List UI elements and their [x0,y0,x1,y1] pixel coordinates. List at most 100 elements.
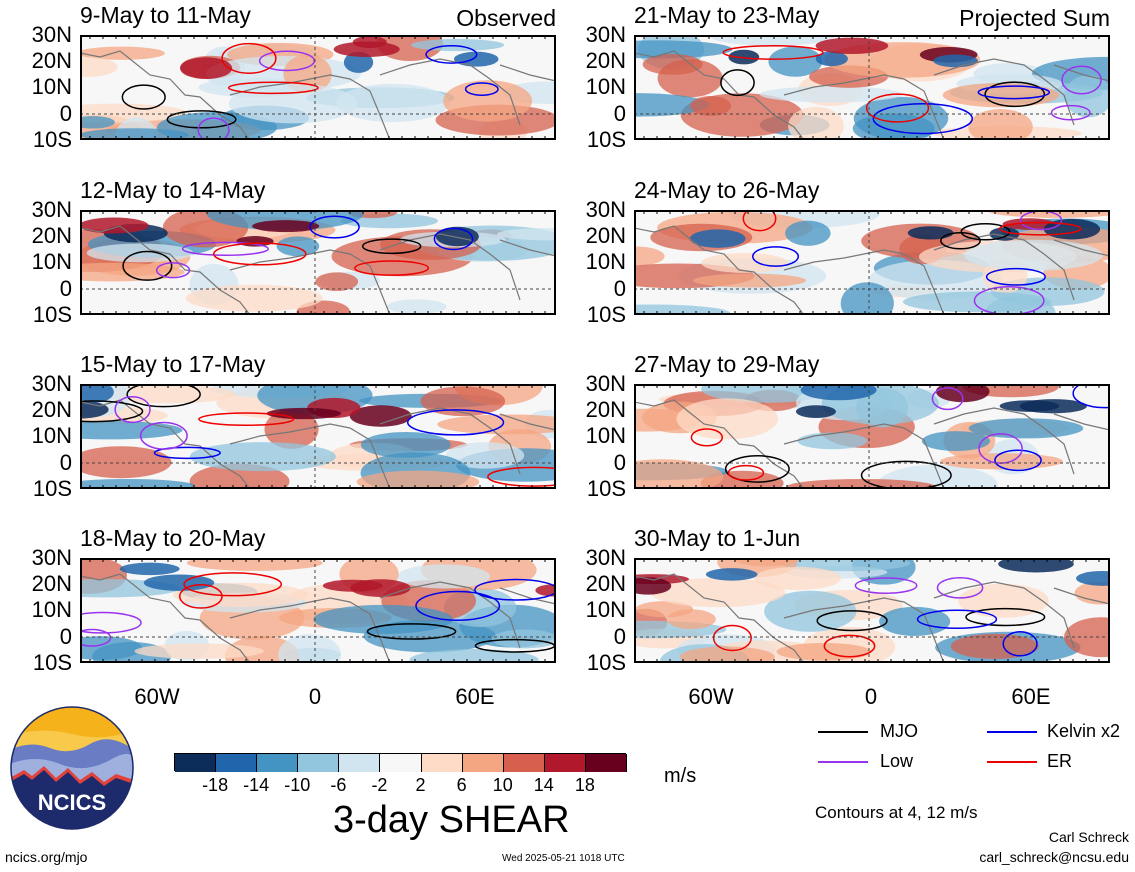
shading-blob-strong [343,51,374,73]
shading-blob [80,478,196,489]
lat-label: 30N [31,545,72,570]
contour-line [940,232,981,250]
shading-blob [650,577,786,608]
shading-blob [80,446,172,479]
shear-map [634,384,1110,489]
contour-line [931,387,964,411]
contour-line [712,624,752,652]
contour-line [751,246,800,267]
contour-line [985,267,1046,286]
coastline [80,225,556,315]
contour-line [916,609,998,629]
shading-blob [968,109,1033,140]
shading-blob-strong [689,229,746,248]
timestamp: Wed 2025-05-21 1018 UTC [502,853,625,864]
shading-blob-strong [1076,570,1110,586]
shear-map [80,210,556,315]
shading-blob [968,418,1084,439]
contour-line [309,215,360,239]
shading-blob-strong [80,217,149,234]
lat-label: 10N [31,597,72,622]
contour-line [258,50,316,72]
shading-blob [492,629,556,649]
panel-title: 27-May to 29-May [634,351,820,377]
contour-line [742,210,777,232]
lat-label: 0 [59,624,72,649]
legend-line-low [818,761,868,763]
shading-blob-strong [535,584,556,597]
map-frame [80,558,556,663]
contour-line [415,590,501,622]
lat-label: 20N [31,571,72,596]
lat-label: 10N [31,74,72,99]
panel-title: 9-May to 11-May [80,2,251,28]
lat-label: 10N [585,74,626,99]
coastline [634,225,1110,315]
shear-map [634,35,1110,140]
shading-blob [693,273,807,288]
contour-line [960,223,1011,241]
legend-line-kelvin [987,731,1037,733]
contour-line [80,611,142,634]
contour-line [153,446,221,460]
colorbar-swatch [544,754,586,772]
shading-blob-strong [349,405,412,427]
map-frame [80,384,556,489]
site-link[interactable]: ncics.org/mjo [5,849,88,865]
shading-blob [733,558,800,567]
contour-line [122,250,173,281]
shading-blob [642,53,703,75]
shading-blob [410,39,505,52]
shading-blob-strong [800,384,877,401]
shading-blob-strong [1019,399,1087,414]
shading-blob-strong [933,54,978,68]
logo-text: NCICS [38,790,106,815]
shading-blob [356,470,480,489]
contour-line [984,81,1046,108]
contour-line [865,93,930,123]
colorbar-tick-label: -10 [284,775,311,795]
shading-blob [840,282,894,315]
lat-label: 20N [585,223,626,248]
shading-blob-strong [815,37,889,54]
contour-note: Contours at 4, 12 m/s [815,803,978,822]
shading-blob-strong [180,57,233,80]
shading-blob [701,252,789,273]
contour-line [166,110,237,129]
shading-blob [104,385,236,404]
lat-label: 20N [585,397,626,422]
shading-blob [276,236,320,257]
shading-blob [315,272,359,292]
shading-blob [386,299,447,315]
colorbar-tick-label: 10 [492,775,513,795]
contour-line [80,400,144,423]
lat-label: 10S [32,476,72,501]
contour-line [354,260,429,276]
contour-line [198,412,295,426]
legend-label-er: ER [1047,751,1073,771]
lat-label: 10S [586,127,626,152]
lat-label: 10N [585,249,626,274]
shading-blob [797,432,868,450]
contour-line [425,45,478,64]
contour-line [474,578,556,601]
lat-label: 0 [613,276,626,301]
shading-blob [788,106,844,140]
shading-blob [186,558,323,571]
colorbar-swatch [257,754,299,772]
lon-label: 60W [134,684,180,709]
shading-blob [785,220,831,246]
lat-label: 0 [59,276,72,301]
panel-tag: Observed [456,5,556,31]
panel-title: 30-May to 1-Jun [634,525,801,551]
shading-blob-strong [266,407,342,420]
lat-label: 20N [31,223,72,248]
coastline [634,573,1110,663]
colorbar-tick-label: -14 [243,775,270,795]
contour-line [464,82,499,97]
colorbar-swatch [298,754,340,772]
lat-label: 10N [31,249,72,274]
shading-blob-strong [907,226,954,240]
contour-line [366,623,457,640]
lat-label: 0 [613,450,626,475]
